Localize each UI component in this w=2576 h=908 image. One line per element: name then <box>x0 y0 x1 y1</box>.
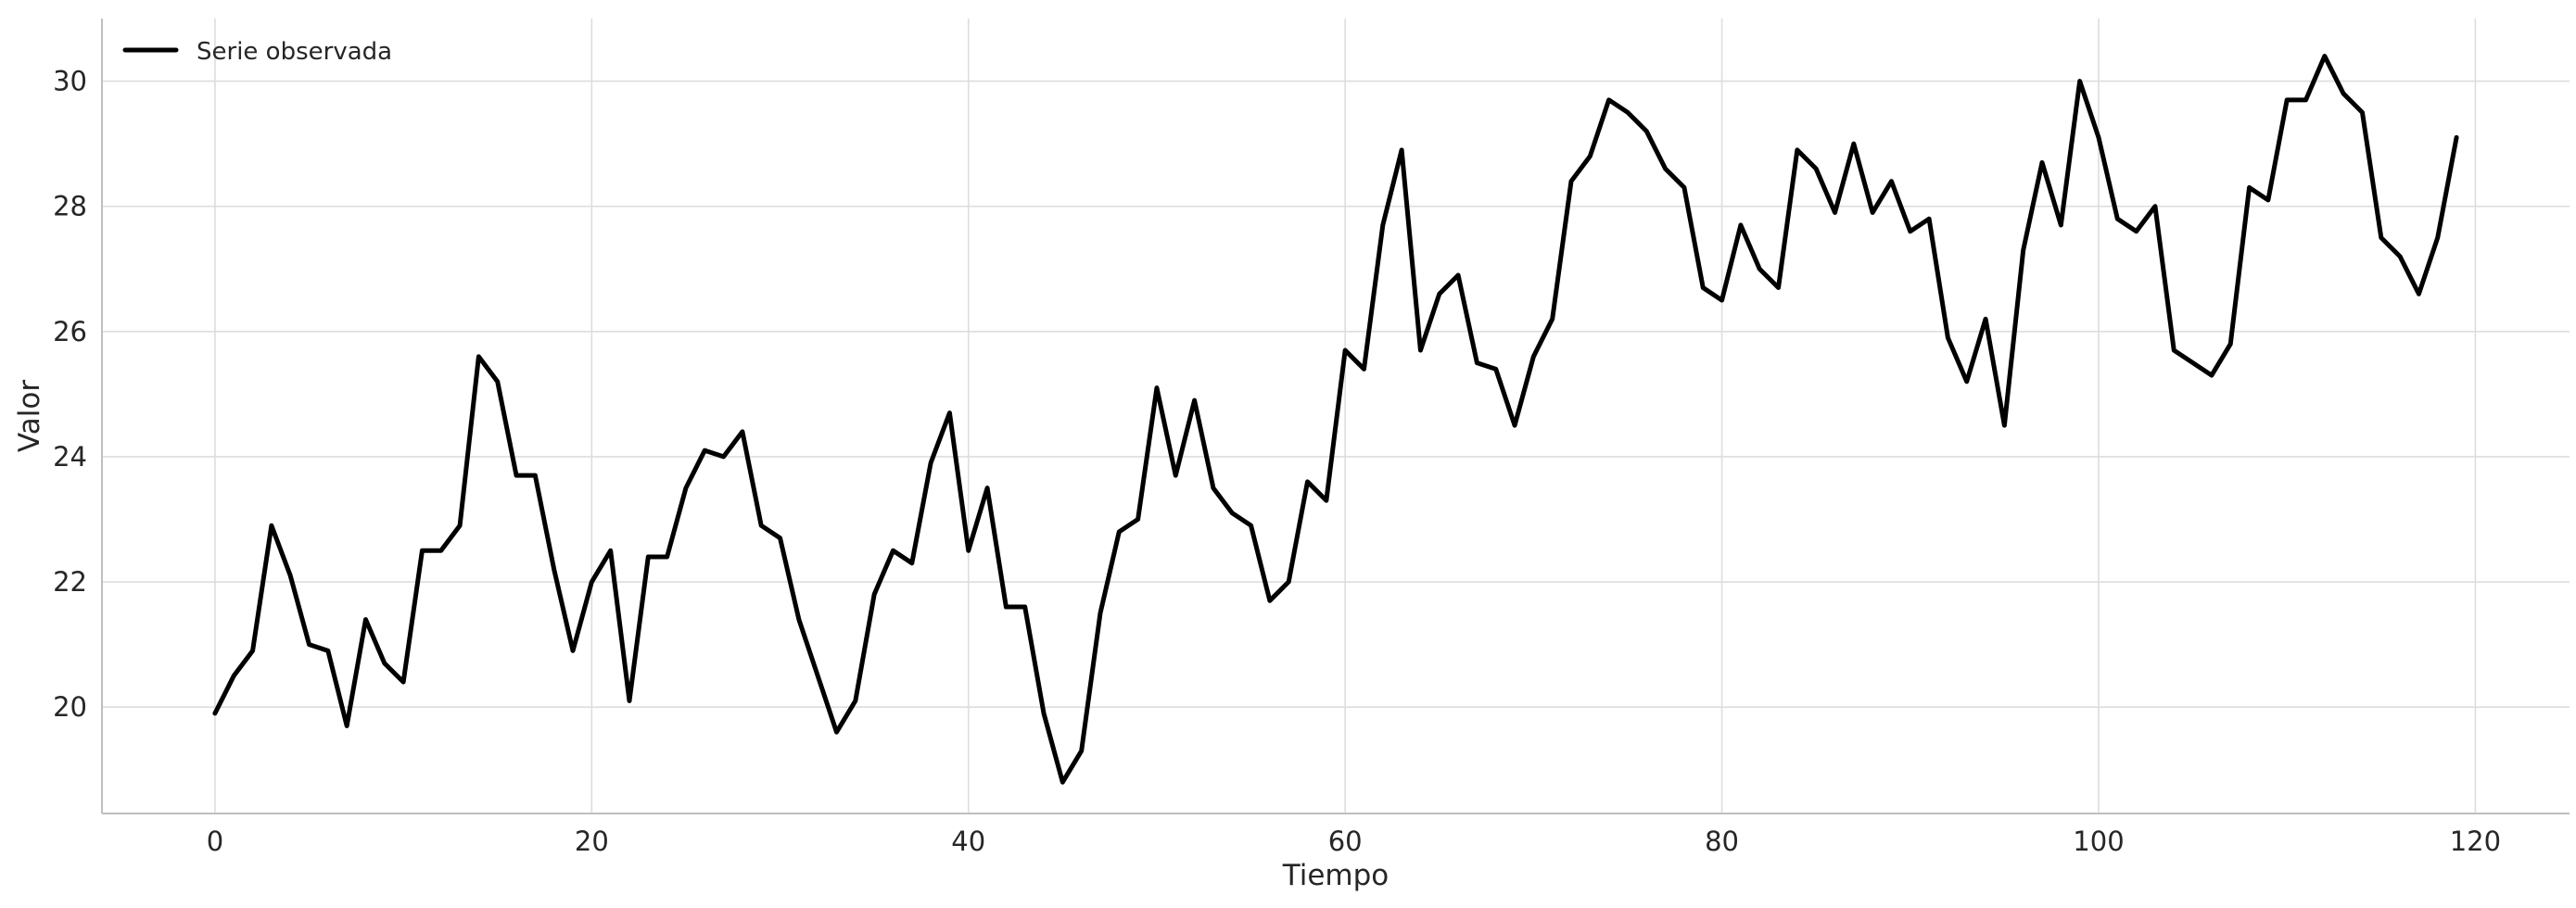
axis-spines <box>101 19 2570 814</box>
x-tick-label: 0 <box>207 826 223 857</box>
y-tick-labels: 20 22 24 26 28 30 <box>53 66 87 724</box>
series-line-serie-observada <box>212 54 2459 785</box>
y-tick-label: 20 <box>53 691 87 723</box>
x-tick-label: 60 <box>1328 826 1363 857</box>
y-tick-label: 22 <box>53 566 87 598</box>
y-tick-label: 28 <box>53 191 87 222</box>
x-tick-label: 100 <box>2073 826 2124 857</box>
legend: Serie observada <box>122 38 392 66</box>
x-tick-label: 40 <box>951 826 985 857</box>
x-tick-labels: 0 20 40 60 80 100 120 <box>207 826 2501 857</box>
x-tick-label: 20 <box>575 826 609 857</box>
x-tick-label: 120 <box>2450 826 2501 857</box>
legend-label: Serie observada <box>197 38 392 66</box>
x-axis-label: Tiempo <box>1282 859 1390 892</box>
y-tick-label: 30 <box>53 66 87 97</box>
y-tick-label: 24 <box>53 441 87 473</box>
y-axis-label: Valor <box>13 380 46 452</box>
y-tick-label: 26 <box>53 316 87 347</box>
x-tick-label: 80 <box>1705 826 1739 857</box>
grid <box>102 19 2570 813</box>
